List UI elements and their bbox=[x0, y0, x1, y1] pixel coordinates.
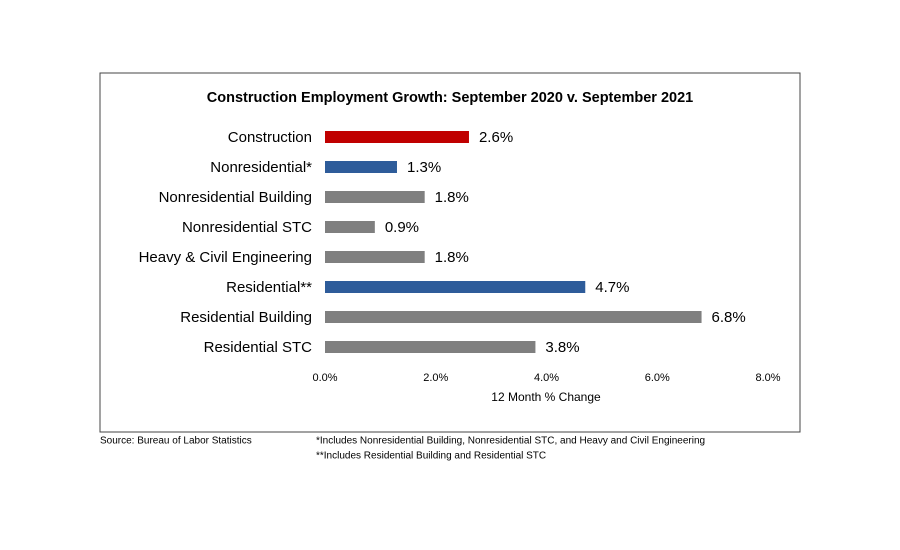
x-tick-label: 0.0% bbox=[312, 372, 337, 384]
x-tick-label: 6.0% bbox=[645, 372, 670, 384]
y-tick-label: Heavy & Civil Engineering bbox=[139, 249, 312, 266]
value-label: 4.7% bbox=[595, 279, 629, 296]
value-label: 2.6% bbox=[479, 129, 513, 146]
y-tick-label: Residential Building bbox=[180, 309, 312, 326]
value-label: 6.8% bbox=[712, 309, 746, 326]
x-tick-label: 8.0% bbox=[755, 372, 780, 384]
y-tick-label: Nonresidential* bbox=[210, 159, 312, 176]
y-tick-label: Construction bbox=[228, 129, 312, 146]
bar bbox=[325, 161, 397, 173]
y-tick-label: Residential STC bbox=[204, 339, 313, 356]
bar bbox=[325, 131, 469, 143]
chart-title: Construction Employment Growth: Septembe… bbox=[207, 90, 693, 106]
bar bbox=[325, 251, 425, 263]
x-tick-label: 4.0% bbox=[534, 372, 559, 384]
value-label: 1.3% bbox=[407, 159, 441, 176]
bar bbox=[325, 221, 375, 233]
note: **Includes Residential Building and Resi… bbox=[316, 451, 546, 462]
value-label: 3.8% bbox=[545, 339, 579, 356]
x-tick-label: 2.0% bbox=[423, 372, 448, 384]
note: *Includes Nonresidential Building, Nonre… bbox=[316, 436, 705, 447]
value-label: 1.8% bbox=[435, 249, 469, 266]
bar bbox=[325, 341, 536, 353]
y-tick-label: Nonresidential Building bbox=[159, 189, 312, 206]
source: Source: Bureau of Labor Statistics bbox=[100, 436, 252, 447]
y-tick-label: Nonresidential STC bbox=[182, 219, 312, 236]
value-label: 0.9% bbox=[385, 219, 419, 236]
x-axis-label: 12 Month % Change bbox=[491, 390, 601, 404]
bar bbox=[325, 311, 702, 323]
chart-frame bbox=[99, 72, 801, 433]
value-label: 1.8% bbox=[435, 189, 469, 206]
y-tick-label: Residential** bbox=[226, 279, 312, 296]
bar bbox=[325, 191, 425, 203]
bar bbox=[325, 281, 586, 293]
